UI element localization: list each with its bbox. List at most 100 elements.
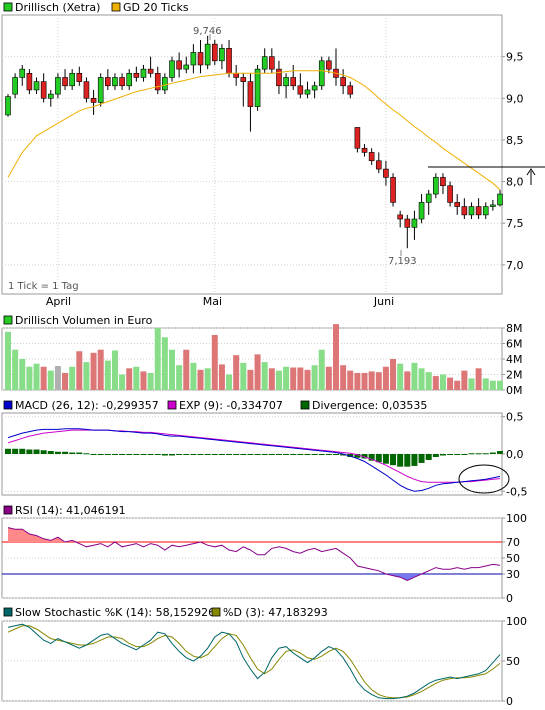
volume-bar bbox=[340, 365, 347, 390]
rsi-y-tick-label: 0 bbox=[506, 592, 513, 605]
divergence-bar bbox=[47, 451, 54, 454]
macd-y-tick-label: 0,0 bbox=[506, 448, 524, 461]
volume-bar bbox=[140, 371, 147, 390]
candle-body bbox=[354, 127, 361, 149]
candle-body bbox=[26, 72, 33, 91]
divergence-bar bbox=[83, 453, 90, 455]
candle-body bbox=[475, 206, 482, 216]
candle-body bbox=[162, 77, 168, 91]
divergence-bar bbox=[104, 454, 111, 455]
price-panel: Drillisch (Xetra) GD 20 Ticks 9,746 7,19… bbox=[1, 1, 545, 308]
price-y-tick-label: 9,5 bbox=[506, 51, 524, 64]
volume-bar bbox=[240, 362, 247, 390]
volume-y-tick-label: 0M bbox=[506, 384, 523, 397]
divergence-bar bbox=[261, 454, 268, 455]
volume-bar bbox=[226, 374, 233, 390]
candle-body bbox=[233, 72, 239, 78]
price-month-label: Mai bbox=[203, 295, 222, 308]
candle-body bbox=[119, 77, 125, 87]
divergence-bar bbox=[5, 448, 11, 454]
divergence-bar bbox=[211, 454, 218, 455]
volume-bar bbox=[62, 372, 69, 390]
stoch-y-tick-label: 50 bbox=[506, 655, 520, 668]
candle-body bbox=[197, 52, 204, 66]
volume-bar bbox=[375, 372, 382, 390]
candle-body bbox=[269, 56, 275, 70]
candle-body bbox=[390, 177, 396, 203]
stoch-legend-swatch-1 bbox=[3, 607, 13, 617]
macd-y-tick-label: 0,5 bbox=[506, 411, 524, 424]
divergence-bar bbox=[33, 449, 40, 454]
stoch-k-line bbox=[7, 623, 501, 700]
candle-body bbox=[347, 85, 354, 95]
candle-body bbox=[304, 89, 311, 95]
candle-body bbox=[204, 43, 211, 66]
divergence-bar bbox=[489, 452, 496, 454]
candle-body bbox=[276, 68, 282, 87]
volume-bar bbox=[461, 370, 468, 390]
candle-body bbox=[12, 77, 18, 95]
volume-bar bbox=[154, 328, 161, 390]
candle-body bbox=[482, 206, 489, 216]
volume-bar bbox=[354, 372, 361, 390]
candle-body bbox=[211, 43, 218, 62]
volume-bar bbox=[190, 362, 197, 390]
volume-bar bbox=[454, 380, 461, 390]
divergence-bar bbox=[183, 454, 190, 455]
volume-bar bbox=[133, 366, 140, 390]
divergence-bar bbox=[354, 454, 361, 458]
tick-note: 1 Tick = 1 Tag bbox=[8, 281, 79, 292]
divergence-bar bbox=[69, 452, 76, 454]
divergence-bar bbox=[318, 454, 325, 455]
divergence-bar bbox=[226, 454, 233, 455]
candle-body bbox=[33, 81, 40, 91]
rsi-overbought-fill bbox=[8, 527, 500, 542]
divergence-bar bbox=[62, 451, 69, 454]
divergence-bar bbox=[283, 454, 290, 455]
volume-bar bbox=[304, 369, 311, 390]
candle-body bbox=[247, 81, 254, 107]
volume-bar bbox=[183, 349, 190, 390]
volume-bar bbox=[311, 365, 318, 390]
volume-bar bbox=[368, 371, 375, 390]
divergence-bar bbox=[54, 451, 61, 454]
candle-body bbox=[226, 48, 232, 74]
divergence-bar bbox=[233, 454, 240, 455]
candle-body bbox=[461, 206, 468, 216]
volume-bar bbox=[290, 367, 297, 390]
divergence-bar bbox=[375, 454, 382, 463]
volume-bar bbox=[297, 367, 304, 390]
volume-y-tick-label: 8M bbox=[506, 322, 523, 335]
macd-highlight-ellipse bbox=[458, 464, 510, 494]
divergence-bar bbox=[482, 453, 489, 455]
candle-body bbox=[83, 81, 90, 99]
divergence-bar bbox=[268, 454, 275, 455]
candle-body bbox=[361, 147, 368, 153]
ma-line bbox=[7, 70, 501, 191]
volume-legend-label: Drillisch Volumen in Euro bbox=[15, 314, 153, 327]
candle-body bbox=[397, 214, 403, 220]
divergence-bar bbox=[169, 454, 175, 456]
price-month-label: Juni bbox=[373, 295, 394, 308]
rsi-fills bbox=[8, 527, 500, 581]
volume-bar bbox=[361, 372, 368, 390]
candle-body bbox=[340, 77, 346, 87]
stoch-y-axis: 100 50 0 bbox=[502, 615, 527, 708]
divergence-bar bbox=[176, 454, 183, 455]
macd-legend-label-1: MACD (26, 12): -0,299357 bbox=[15, 399, 159, 412]
candle-body bbox=[62, 77, 68, 87]
candle-body bbox=[425, 193, 432, 203]
volume-bars bbox=[5, 324, 503, 390]
volume-bar bbox=[12, 349, 19, 390]
stoch-y-tick-label: 0 bbox=[506, 695, 513, 708]
volume-bar bbox=[197, 369, 204, 390]
volume-bar bbox=[268, 368, 275, 390]
divergence-bar bbox=[454, 454, 461, 455]
rsi-grid bbox=[2, 517, 502, 599]
divergence-bar bbox=[361, 454, 368, 459]
divergence-bar bbox=[119, 454, 126, 455]
divergence-bar bbox=[311, 454, 318, 455]
candle-body bbox=[40, 81, 47, 99]
volume-bar bbox=[54, 365, 61, 390]
divergence-bar bbox=[397, 454, 404, 467]
